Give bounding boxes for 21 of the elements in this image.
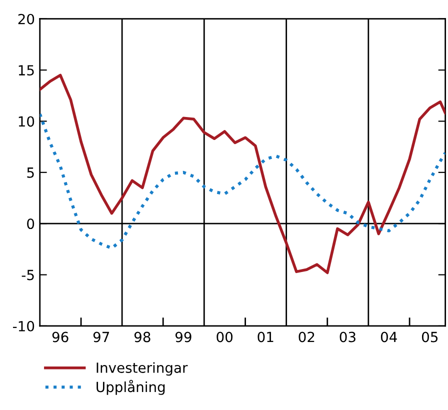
y-tick-label: 5	[27, 168, 34, 178]
legend-label: Investeringar	[96, 362, 188, 376]
x-tick-label: 05	[422, 332, 438, 342]
x-tick-label: 99	[175, 332, 192, 342]
y-tick-label: -10	[13, 320, 34, 332]
y-tick-label: 0	[27, 218, 34, 230]
legend-label: Upplåning	[96, 380, 165, 395]
y-tick-label: 15	[18, 65, 34, 76]
line-series	[40, 74, 446, 274]
x-tick-label: 02	[298, 332, 314, 342]
y-tick-label: 20	[18, 14, 34, 24]
y-tick-label: -5	[22, 270, 34, 280]
x-tick-label: 97	[93, 332, 110, 342]
y-tick-label: 10	[18, 116, 34, 127]
x-tick-label: 00	[216, 332, 233, 342]
x-tick-label: 04	[380, 332, 397, 342]
x-tick-label: 03	[340, 332, 356, 342]
x-tick-label: 98	[134, 332, 150, 342]
x-tick-label: 96	[52, 332, 68, 342]
x-tick-label: 01	[258, 332, 274, 342]
line-series	[40, 112, 446, 250]
